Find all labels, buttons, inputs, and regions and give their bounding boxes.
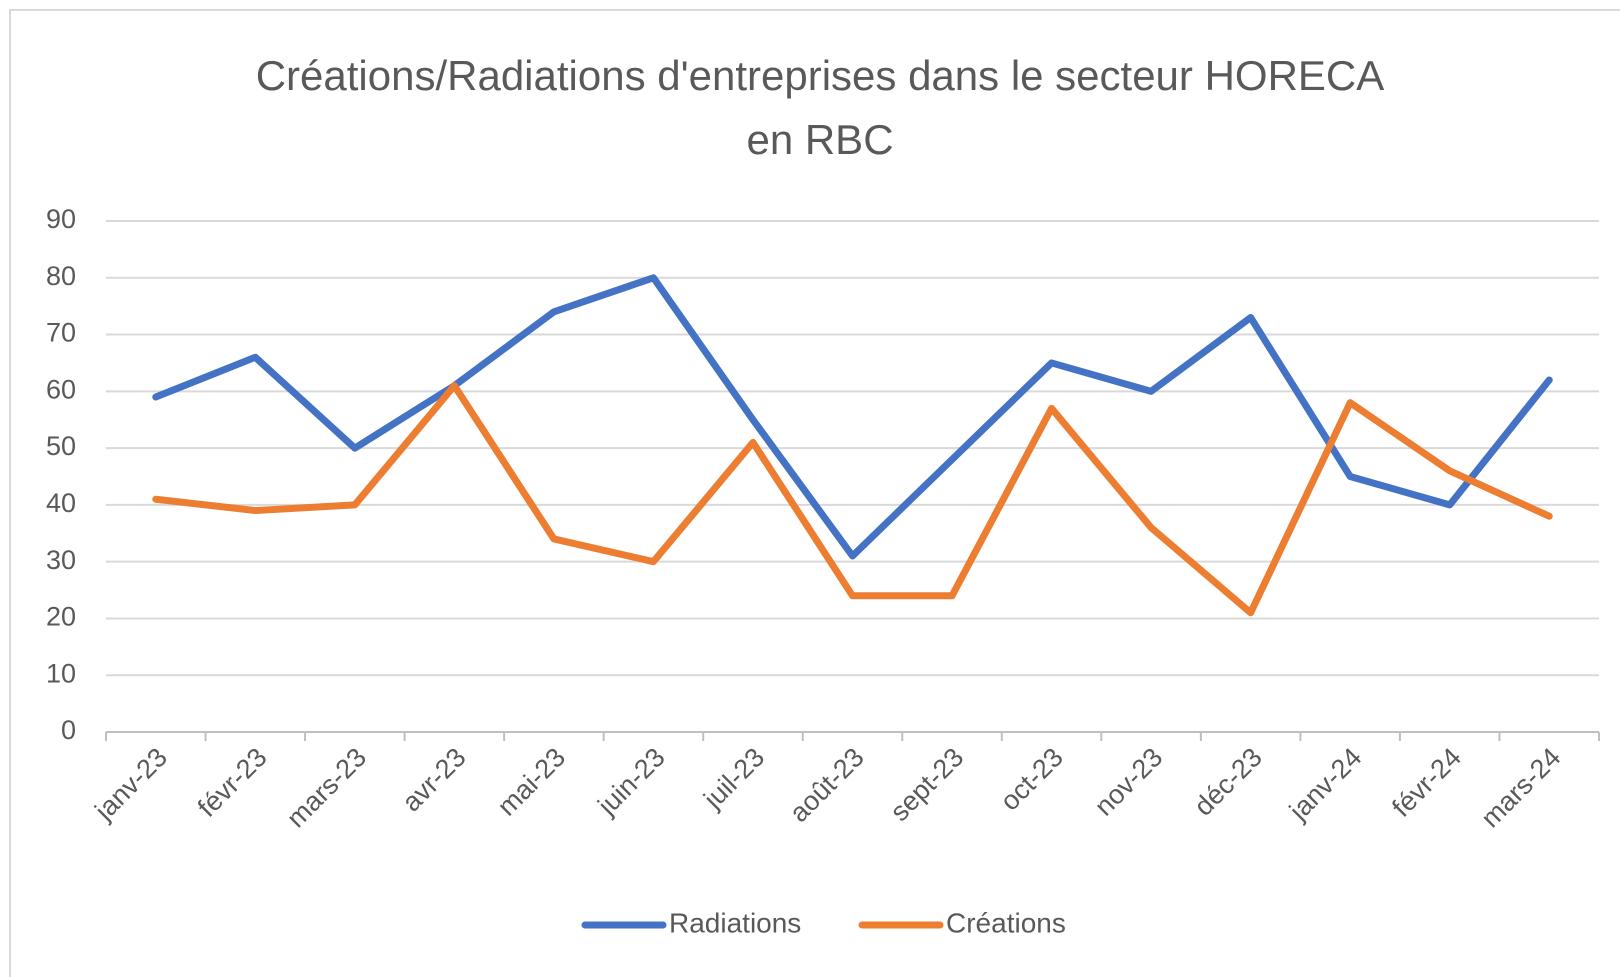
legend-label: Créations bbox=[946, 907, 1066, 938]
y-tick-label: 80 bbox=[46, 261, 76, 291]
x-tick-label: juil-23 bbox=[697, 742, 770, 815]
y-tick-label: 0 bbox=[61, 715, 76, 745]
x-tick-label: mai-23 bbox=[492, 742, 572, 822]
x-tick-label: févr-23 bbox=[192, 742, 273, 823]
x-tick-label: sept-23 bbox=[884, 742, 969, 827]
y-tick-label: 90 bbox=[46, 204, 76, 234]
x-tick-label: mars-24 bbox=[1475, 742, 1566, 833]
x-tick-label: oct-23 bbox=[995, 742, 1069, 816]
x-tick-label: janv-24 bbox=[1283, 742, 1368, 827]
x-tick-label: janv-23 bbox=[89, 742, 174, 827]
y-tick-label: 50 bbox=[46, 431, 76, 461]
y-tick-label: 70 bbox=[46, 318, 76, 348]
chart-title: Créations/Radiations d'entreprises dans … bbox=[255, 52, 1385, 163]
y-tick-label: 10 bbox=[46, 658, 76, 688]
x-tick-label: août-23 bbox=[784, 742, 870, 828]
legend-label: Radiations bbox=[669, 907, 801, 938]
x-tick-label: nov-23 bbox=[1089, 742, 1169, 822]
chart-border bbox=[9, 9, 1620, 977]
y-tick-label: 40 bbox=[46, 488, 76, 518]
y-tick-label: 60 bbox=[46, 374, 76, 404]
line-series bbox=[152, 274, 1553, 560]
x-tick-label: juin-23 bbox=[591, 742, 670, 821]
x-tick-label: avr-23 bbox=[396, 742, 471, 817]
x-tick-label: mars-23 bbox=[281, 742, 372, 833]
y-tick-label: 20 bbox=[46, 602, 76, 632]
x-tick-label: déc-23 bbox=[1188, 742, 1268, 822]
y-tick-label: 30 bbox=[46, 545, 76, 575]
x-tick-label: févr-24 bbox=[1386, 742, 1467, 823]
line-series bbox=[152, 382, 1553, 617]
